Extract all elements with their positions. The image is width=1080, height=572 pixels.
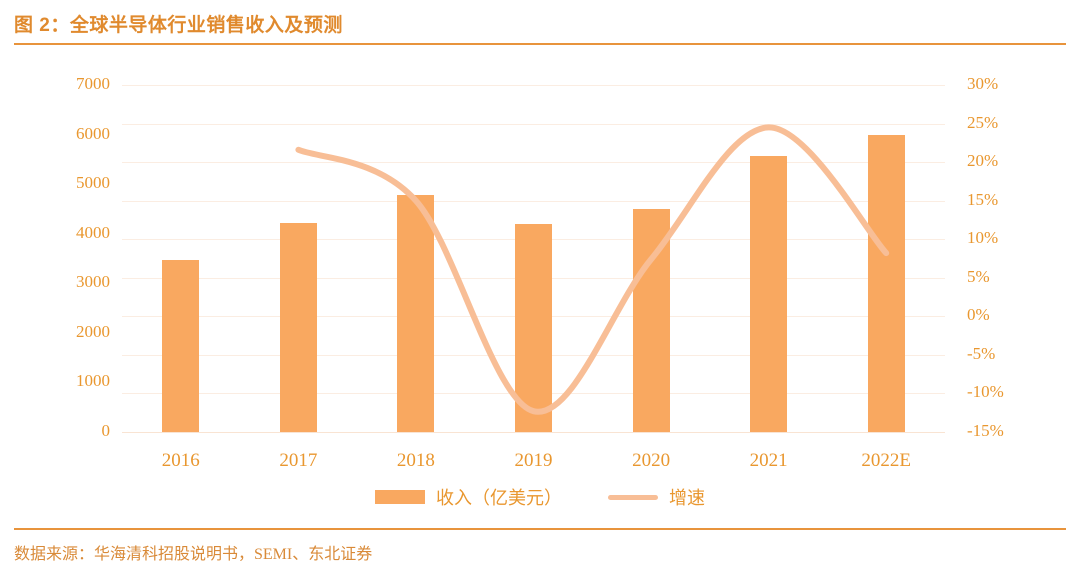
- bar-2017[interactable]: [279, 222, 317, 432]
- y-axis-left-tick-label: 2000: [76, 321, 110, 341]
- bar-2018[interactable]: [397, 195, 435, 432]
- bar-2019[interactable]: [515, 224, 552, 432]
- bar-2021[interactable]: [750, 156, 788, 432]
- y-axis-left-tick-label: 1000: [76, 371, 110, 391]
- bar-2016[interactable]: [162, 259, 200, 432]
- y-axis-right-tick-label: 25%: [967, 112, 999, 132]
- gridline: [122, 85, 945, 86]
- y-axis-left-tick-label: 7000: [76, 74, 110, 93]
- x-axis-tick-2021: 2021: [749, 450, 788, 471]
- y-axis-right-tick-label: 20%: [967, 151, 999, 171]
- x-axis-tick-2022E: 2022E: [861, 450, 911, 471]
- y-axis-right-tick-label: 15%: [967, 189, 999, 209]
- chart-canvas: 0 1000 2000 3000 4000 5000 6000 7000 -15% -10% -5…: [0, 48, 1080, 526]
- legend-item-growth[interactable]: 增速: [608, 484, 705, 510]
- source-note: 数据来源：华海清科招股说明书，SEMI、东北证券: [14, 546, 373, 563]
- gridline: [122, 200, 945, 202]
- x-axis-tick-2019: 2019: [514, 450, 553, 471]
- plot-area: [122, 85, 945, 433]
- bar-2022E[interactable]: [867, 134, 905, 432]
- line-series: [295, 124, 890, 415]
- gridline: [122, 432, 945, 433]
- legend-item-revenue[interactable]: 收入（亿美元）: [375, 484, 562, 510]
- x-axis-tick-2017: 2017: [279, 450, 318, 471]
- footer-divider: [14, 528, 1066, 530]
- legend-line-swatch-icon: [608, 494, 658, 500]
- x-axis-tick-2020: 2020: [632, 450, 671, 471]
- y-axis-right-tick-label: 10%: [967, 228, 999, 248]
- y-axis-left-tick-label: 5000: [76, 173, 110, 193]
- y-axis-right-tick-label: 0%: [967, 305, 990, 325]
- y-axis-left-tick-label: 0: [101, 421, 111, 440]
- legend-bar-swatch-icon: [375, 490, 425, 504]
- y-axis-right-tick-label: -5%: [967, 343, 996, 363]
- y-axis-right-tick-label: 30%: [967, 74, 999, 93]
- page-title: 图 2：全球半导体行业销售收入及预测: [14, 15, 343, 36]
- y-axis-right-tick-label: -15%: [967, 421, 1004, 440]
- y-axis-left-tick-label: 3000: [76, 272, 110, 292]
- y-axis-left-tick-label: 6000: [76, 123, 110, 143]
- chart-legend: 收入（亿美元） 增速: [0, 484, 1080, 510]
- gridline: [122, 123, 945, 125]
- header-divider: [14, 43, 1066, 45]
- growth-line-path: [295, 124, 890, 415]
- legend-label-growth: 增速: [669, 488, 705, 508]
- y-axis-right-tick-label: -10%: [967, 382, 1004, 402]
- x-axis-tick-2016: 2016: [161, 450, 200, 471]
- gridline: [122, 162, 945, 164]
- x-axis-tick-2018: 2018: [396, 450, 435, 471]
- y-axis-right-tick-label: 5%: [967, 266, 990, 286]
- legend-label-revenue: 收入（亿美元）: [436, 488, 562, 508]
- y-axis-left-tick-label: 4000: [76, 222, 110, 242]
